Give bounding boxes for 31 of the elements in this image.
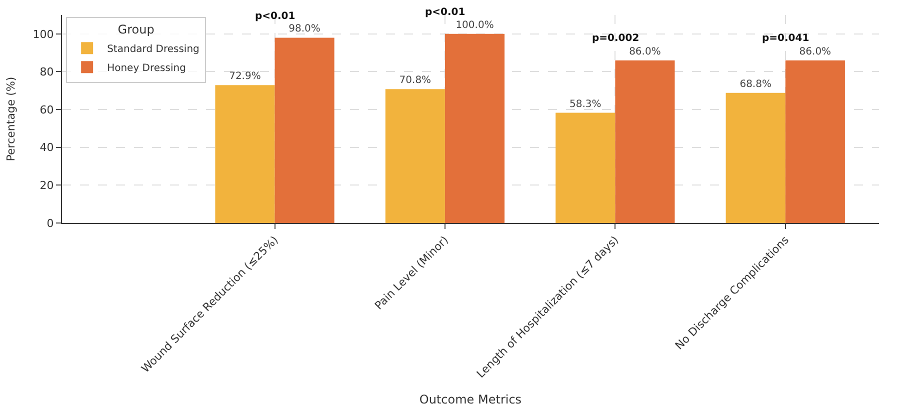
bar <box>615 60 675 223</box>
y-tick-label: 60 <box>40 103 54 116</box>
annotation: p=0.041 <box>762 33 810 44</box>
y-tick-label: 20 <box>40 179 54 192</box>
data-label: 86.0% <box>629 46 661 58</box>
bar <box>274 38 334 223</box>
x-axis-title: Outcome Metrics <box>419 392 522 406</box>
data-label: 68.8% <box>740 78 772 90</box>
y-axis-title: Percentage (%) <box>4 76 18 162</box>
data-label: 70.8% <box>399 75 432 86</box>
bar <box>726 92 786 223</box>
y-tick-label: 100 <box>32 28 54 41</box>
annotation: p<0.01 <box>255 11 296 22</box>
bar <box>556 112 616 223</box>
legend-label: Honey Dressing <box>107 63 186 74</box>
bar <box>385 89 445 223</box>
annotation: p<0.01 <box>425 7 466 18</box>
data-label: 100.0% <box>456 20 494 31</box>
y-tick-label: 0 <box>46 216 54 230</box>
y-tick-label: 40 <box>40 141 54 154</box>
annotation: p=0.002 <box>592 33 640 44</box>
data-label: 72.9% <box>229 71 261 82</box>
bar <box>444 34 505 223</box>
y-tick-label: 80 <box>40 66 54 79</box>
data-label: 58.3% <box>570 98 602 110</box>
legend-label: Standard Dressing <box>107 44 200 56</box>
bar <box>215 85 275 223</box>
legend-title: Group <box>118 22 154 37</box>
data-label: 86.0% <box>799 46 832 58</box>
bar <box>785 60 845 223</box>
data-label: 98.0% <box>288 24 320 35</box>
